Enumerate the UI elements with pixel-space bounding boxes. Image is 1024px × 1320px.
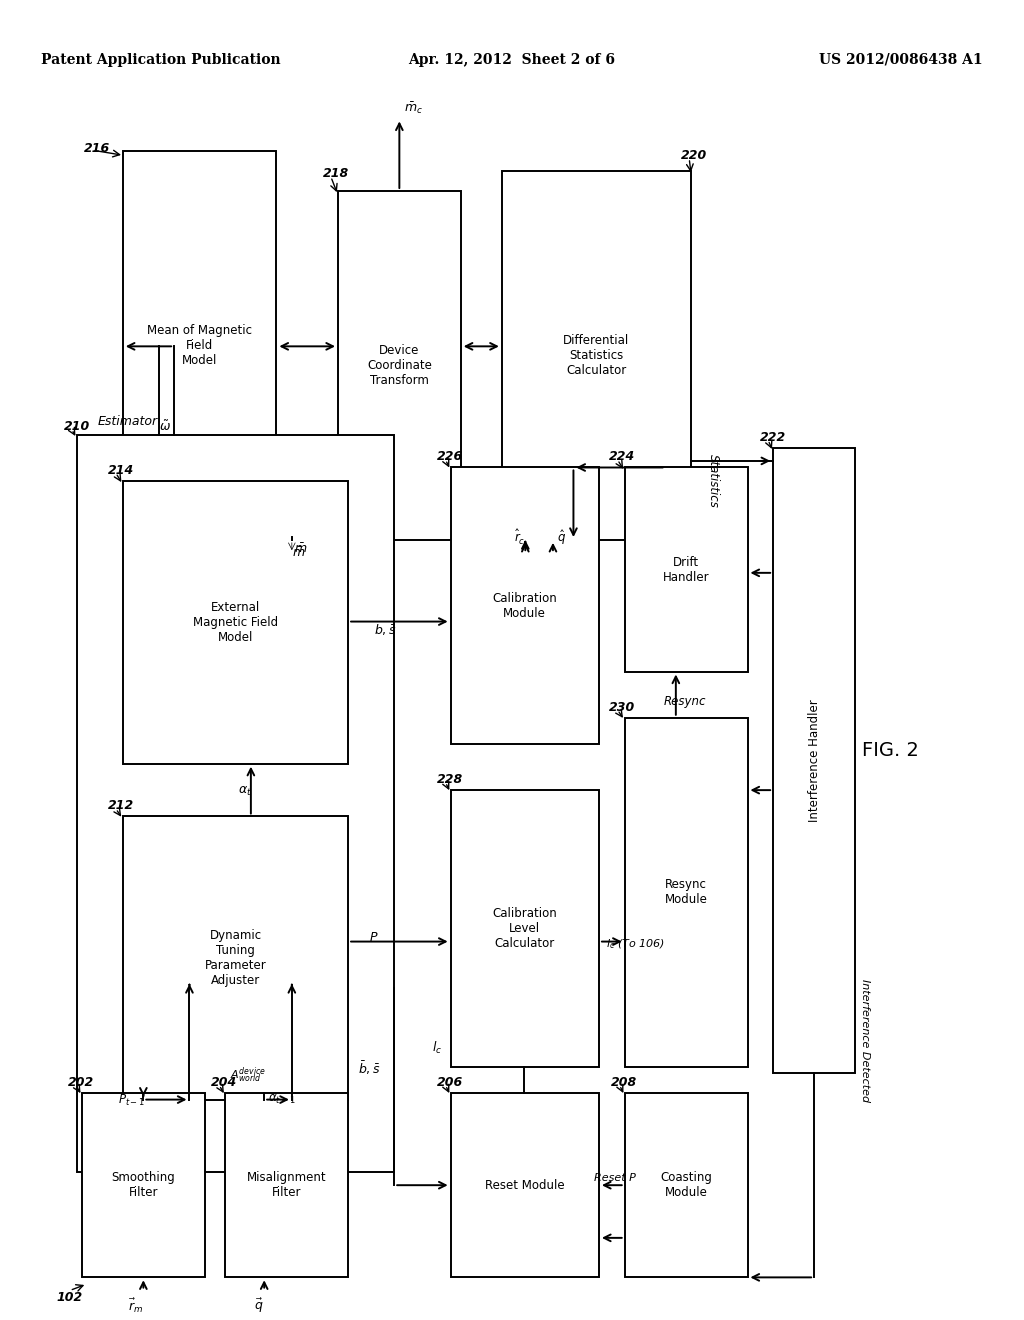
Text: Statistics: Statistics	[707, 454, 720, 508]
FancyBboxPatch shape	[451, 1093, 599, 1278]
Text: Apr. 12, 2012  Sheet 2 of 6: Apr. 12, 2012 Sheet 2 of 6	[409, 53, 615, 67]
FancyBboxPatch shape	[625, 718, 748, 1067]
Text: 228: 228	[437, 774, 464, 787]
Text: $P$: $P$	[369, 931, 378, 944]
FancyBboxPatch shape	[82, 1093, 205, 1278]
Text: $\hat{q}$: $\hat{q}$	[557, 528, 566, 546]
Text: $\bar{m}$: $\bar{m}$	[294, 543, 307, 556]
FancyBboxPatch shape	[773, 447, 855, 1073]
Text: Resync
Module: Resync Module	[665, 878, 708, 907]
Text: Differential
Statistics
Calculator: Differential Statistics Calculator	[563, 334, 630, 378]
Text: Drift
Handler: Drift Handler	[663, 556, 710, 583]
Text: Estimator: Estimator	[97, 414, 158, 428]
Text: $\vec{q}$: $\vec{q}$	[254, 1298, 263, 1316]
Text: 204: 204	[211, 1076, 238, 1089]
Text: Interference Detected: Interference Detected	[860, 978, 870, 1102]
Text: Device
Coordinate
Transform: Device Coordinate Transform	[367, 345, 432, 387]
FancyBboxPatch shape	[225, 1093, 348, 1278]
FancyBboxPatch shape	[338, 191, 461, 540]
Text: External
Magnetic Field
Model: External Magnetic Field Model	[193, 601, 279, 644]
Text: 218: 218	[323, 168, 349, 181]
Text: 202: 202	[68, 1076, 94, 1089]
Text: 206: 206	[437, 1076, 464, 1089]
Text: 208: 208	[611, 1076, 638, 1089]
Text: Interference Handler: Interference Handler	[808, 700, 820, 822]
Text: 224: 224	[609, 450, 636, 463]
Text: Smoothing
Filter: Smoothing Filter	[112, 1171, 175, 1199]
Text: Resync: Resync	[664, 696, 707, 709]
Text: Reset P: Reset P	[594, 1172, 636, 1183]
Text: FIG. 2: FIG. 2	[862, 741, 920, 760]
Text: $\vec{r}_{m}$: $\vec{r}_{m}$	[128, 1298, 143, 1316]
FancyBboxPatch shape	[502, 172, 691, 540]
Text: $l_c$: $l_c$	[432, 1040, 442, 1056]
Text: Patent Application Publication: Patent Application Publication	[41, 53, 281, 67]
Text: 230: 230	[609, 701, 636, 714]
Text: 212: 212	[108, 800, 134, 812]
Text: $\bar{b}, \bar{s}$: $\bar{b}, \bar{s}$	[358, 1060, 381, 1077]
Text: $\bar{m}_c$: $\bar{m}_c$	[404, 100, 424, 116]
Text: $\hat{r}_c$: $\hat{r}_c$	[514, 528, 525, 546]
Text: Dynamic
Tuning
Parameter
Adjuster: Dynamic Tuning Parameter Adjuster	[205, 929, 266, 987]
Text: $\bar{b}, \bar{s}$: $\bar{b}, \bar{s}$	[374, 620, 396, 639]
FancyBboxPatch shape	[451, 467, 599, 744]
Text: $l_c$ (To 106): $l_c$ (To 106)	[606, 937, 666, 950]
Text: US 2012/0086438 A1: US 2012/0086438 A1	[819, 53, 983, 67]
FancyBboxPatch shape	[123, 480, 348, 764]
Text: 226: 226	[437, 450, 464, 463]
Text: 222: 222	[760, 430, 786, 444]
Text: Reset Module: Reset Module	[485, 1179, 564, 1192]
Text: Calibration
Module: Calibration Module	[493, 591, 557, 620]
Text: $A^{device}_{world}$: $A^{device}_{world}$	[230, 1065, 266, 1085]
Text: $\bar{m}$: $\bar{m}$	[292, 546, 305, 560]
Text: Calibration
Level
Calculator: Calibration Level Calculator	[493, 907, 557, 950]
Text: $\tilde{\omega}$: $\tilde{\omega}$	[159, 420, 171, 434]
FancyBboxPatch shape	[123, 152, 276, 540]
Text: $\alpha_t$: $\alpha_t$	[238, 785, 252, 799]
FancyBboxPatch shape	[77, 434, 394, 1172]
Text: Mean of Magnetic
Field
Model: Mean of Magnetic Field Model	[147, 325, 252, 367]
FancyBboxPatch shape	[123, 817, 348, 1100]
FancyBboxPatch shape	[625, 1093, 748, 1278]
Text: 102: 102	[56, 1291, 83, 1304]
FancyBboxPatch shape	[451, 791, 599, 1067]
Text: 210: 210	[63, 420, 90, 433]
Text: Coasting
Module: Coasting Module	[660, 1171, 712, 1199]
Text: 216: 216	[84, 143, 111, 156]
Text: $\alpha_{t-1}$: $\alpha_{t-1}$	[268, 1093, 296, 1106]
FancyBboxPatch shape	[625, 467, 748, 672]
Text: Misalignment
Filter: Misalignment Filter	[247, 1171, 327, 1199]
Text: $P_{t-1}$: $P_{t-1}$	[118, 1093, 144, 1107]
Text: 214: 214	[108, 463, 134, 477]
Text: 220: 220	[681, 149, 708, 162]
